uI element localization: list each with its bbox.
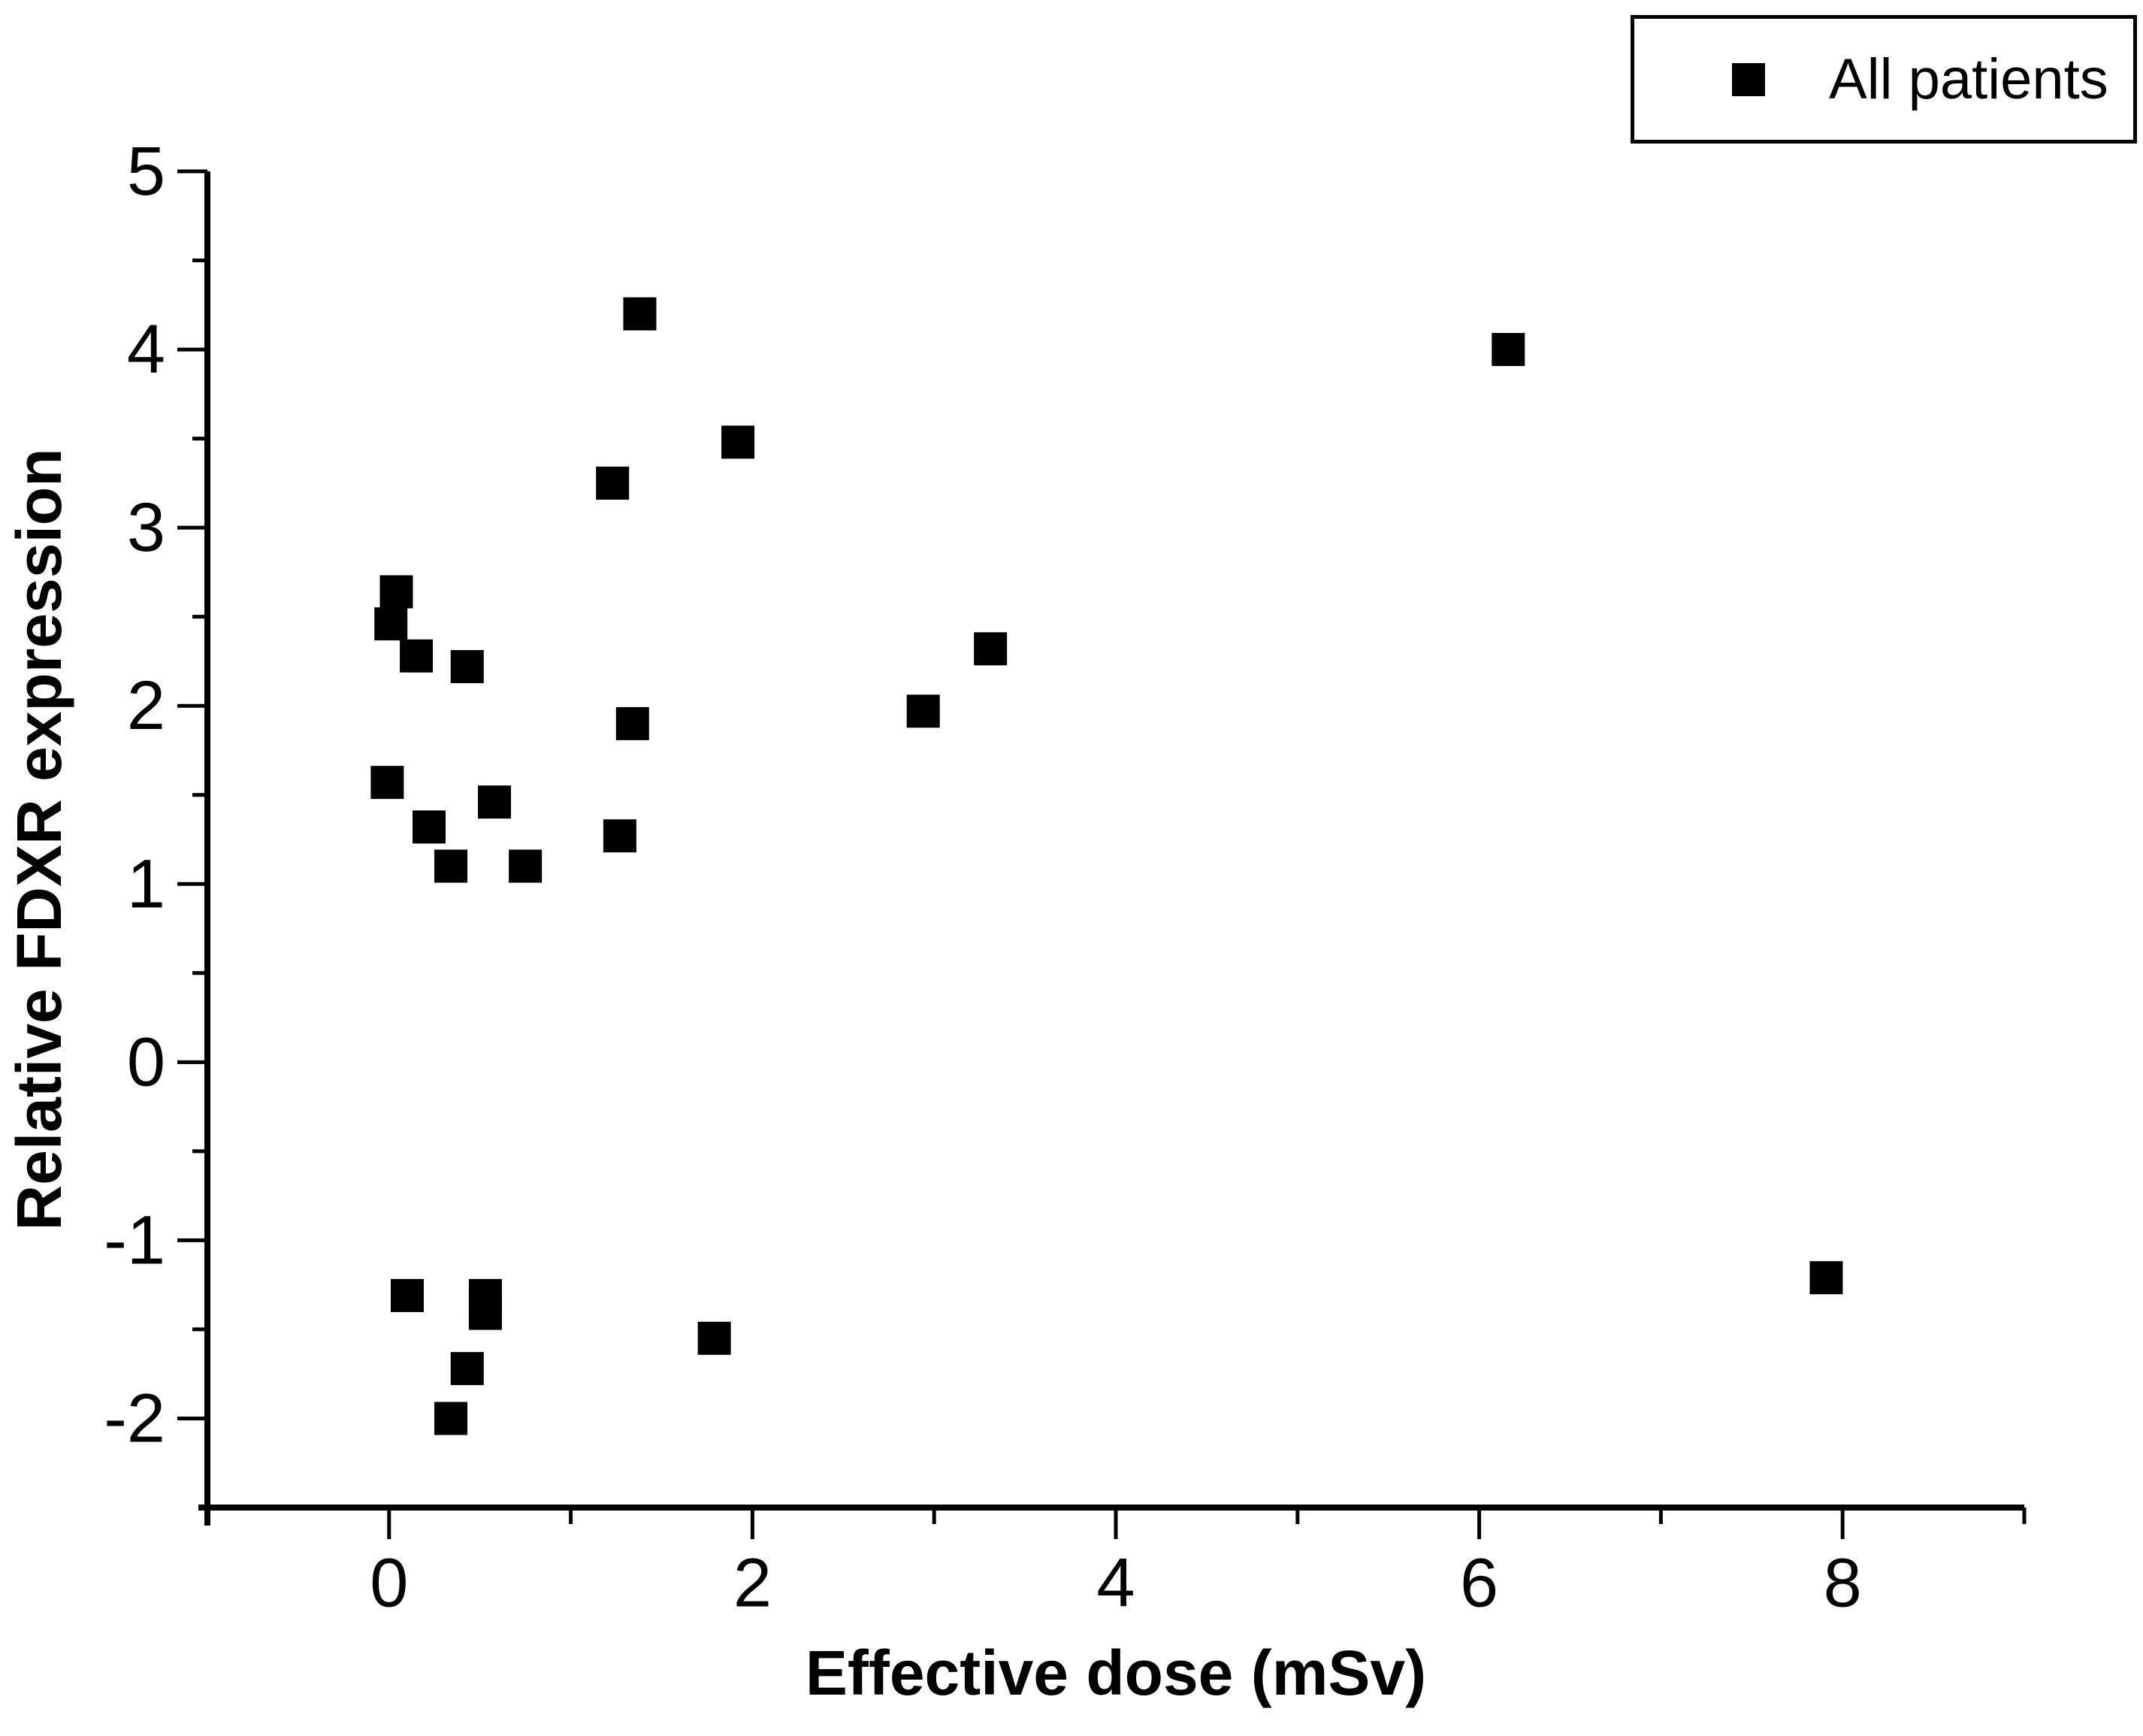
data-point xyxy=(468,1296,502,1330)
y-tick-label--1: -1 xyxy=(104,1202,165,1278)
y-tick-label--2: -2 xyxy=(104,1380,165,1456)
data-point xyxy=(697,1321,731,1355)
x-tick-label-2: 2 xyxy=(733,1545,772,1622)
legend-marker-square-icon xyxy=(1732,62,1765,96)
data-point xyxy=(603,819,636,853)
data-point xyxy=(434,1402,468,1435)
data-point xyxy=(370,766,404,800)
data-point xyxy=(379,575,413,609)
y-tick-label-5: 5 xyxy=(127,133,165,210)
y-tick-label-1: 1 xyxy=(127,845,165,922)
data-point xyxy=(615,706,649,740)
x-tick-label-4: 4 xyxy=(1096,1545,1135,1622)
x-tick-label-6: 6 xyxy=(1460,1545,1498,1622)
data-point xyxy=(450,1352,484,1386)
data-point xyxy=(400,639,434,673)
data-point xyxy=(1492,333,1525,367)
legend: All patients xyxy=(1631,15,2137,144)
data-point xyxy=(434,849,468,883)
x-tick-label-0: 0 xyxy=(370,1545,408,1622)
x-tick-label-8: 8 xyxy=(1824,1545,1862,1622)
y-axis-title: Relative FDXR expression xyxy=(3,448,74,1231)
legend-label: All patients xyxy=(1829,47,2108,111)
data-point xyxy=(478,785,512,819)
data-point xyxy=(974,632,1008,666)
data-point xyxy=(1809,1261,1843,1295)
data-point xyxy=(596,466,630,500)
data-point xyxy=(906,694,940,728)
data-point xyxy=(390,1278,424,1312)
y-tick-label-2: 2 xyxy=(127,667,165,744)
data-point xyxy=(623,297,657,331)
data-point xyxy=(721,425,755,459)
y-tick-label-4: 4 xyxy=(127,311,165,388)
data-point xyxy=(412,810,446,844)
data-point xyxy=(450,650,484,684)
x-axis-title: Effective dose (mSv) xyxy=(805,1638,1427,1708)
data-point xyxy=(509,849,543,883)
data-point xyxy=(374,607,408,641)
y-tick-label-3: 3 xyxy=(127,489,165,566)
y-tick-label-0: 0 xyxy=(127,1024,165,1100)
